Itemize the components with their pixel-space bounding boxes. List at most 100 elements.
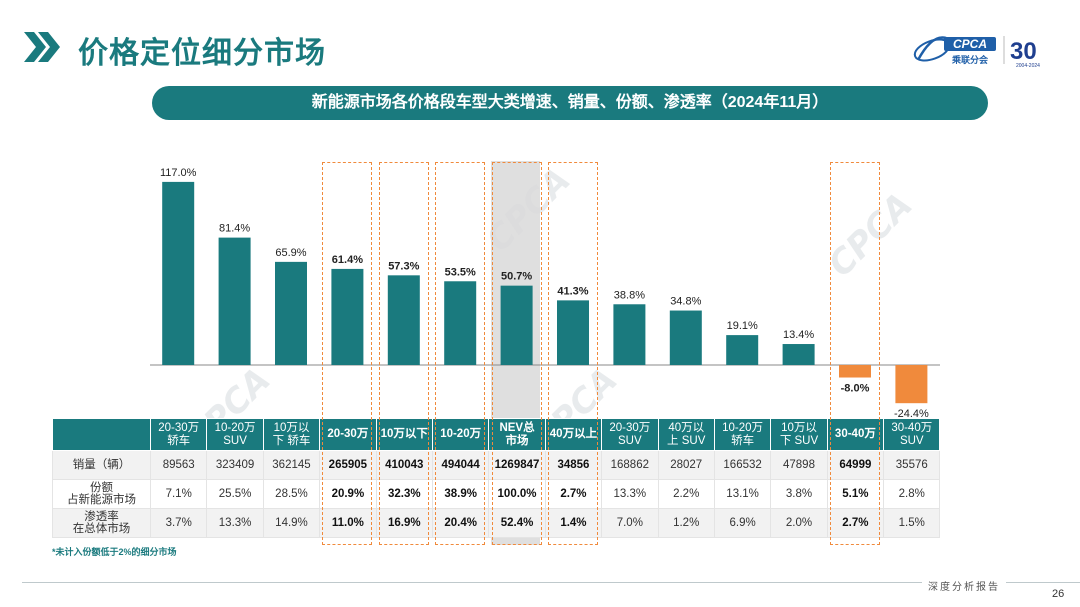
column-header: 10-20万 SUV xyxy=(206,418,264,451)
chevron-double-icon xyxy=(24,32,60,62)
table-cell: 52.4% xyxy=(488,508,546,538)
table-cell: 323409 xyxy=(206,450,264,480)
table-cell: 32.3% xyxy=(375,479,433,509)
table-cell: 410043 xyxy=(375,450,433,480)
table-cell: 11.0% xyxy=(319,508,377,538)
bar xyxy=(218,237,251,365)
bar xyxy=(895,365,928,404)
table-cell: 168862 xyxy=(601,450,659,480)
bar-value-label: 41.3% xyxy=(557,285,588,297)
highlight-box xyxy=(548,162,598,545)
bar-value-label: 65.9% xyxy=(275,247,306,259)
column-header: NEV总 市场 xyxy=(488,418,546,451)
table-cell: 64999 xyxy=(826,450,885,480)
table-cell: 6.9% xyxy=(713,508,772,538)
table-cell: 13.3% xyxy=(601,479,659,509)
bar xyxy=(782,344,815,365)
bar-value-label: -24.4% xyxy=(894,408,929,420)
bar xyxy=(726,335,759,365)
bar-value-label: 81.4% xyxy=(219,223,250,235)
bar xyxy=(444,281,477,365)
bar-value-label: -8.0% xyxy=(841,383,870,395)
table-cell: 5.1% xyxy=(826,479,885,509)
table-corner xyxy=(52,418,151,451)
highlight-box xyxy=(830,162,880,545)
table-cell: 2.0% xyxy=(770,508,828,538)
column-header: 10万以下 轿车 xyxy=(262,418,321,451)
segment-data-table: 20-30万 轿车 10-20万 SUV 10万以下 轿车 20-30万 10万以下 10-2… xyxy=(52,418,941,538)
row-label: 渗透率 在总体市场 xyxy=(52,508,151,538)
bar-value-label: 50.7% xyxy=(501,271,532,283)
bar-value-label: 57.3% xyxy=(388,260,419,272)
table-cell: 494044 xyxy=(431,450,490,480)
table-cell: 2.2% xyxy=(657,479,715,509)
table-cell: 14.9% xyxy=(262,508,321,538)
column-header: 40万以上 SUV xyxy=(657,418,715,451)
table-cell: 100.0% xyxy=(488,479,546,509)
column-header: 10万以下 SUV xyxy=(770,418,828,451)
table-cell: 3.8% xyxy=(770,479,828,509)
column-header: 20-30万 SUV xyxy=(601,418,659,451)
table-cell: 2.7% xyxy=(826,508,885,538)
table-cell: 25.5% xyxy=(206,479,264,509)
table-row: 销量（辆） 89563 323409 362145 265905 410043 494044… xyxy=(52,450,941,480)
footer-divider xyxy=(22,582,1080,583)
bar xyxy=(613,304,646,365)
page-title: 价格定位细分市场 xyxy=(78,37,326,70)
table-cell: 28.5% xyxy=(262,479,321,509)
table-cell: 3.7% xyxy=(149,508,208,538)
column-header: 10-20万 轿车 xyxy=(713,418,772,451)
bar xyxy=(839,365,871,378)
table-cell: 1.5% xyxy=(883,508,941,538)
bar-value-label: 61.4% xyxy=(332,254,363,266)
table-cell: 89563 xyxy=(149,450,208,480)
table-cell: 16.9% xyxy=(375,508,433,538)
cpca-logo: CPCA 乘联分会 30 2004-2024 xyxy=(913,36,1040,68)
table-row: 份额 占新能源市场 7.1% 25.5% 28.5% 20.9% 32.3% 38.9% 100… xyxy=(52,479,941,509)
footnote: *未计入份额低于2%的细分市场 xyxy=(52,547,177,557)
bar xyxy=(275,261,307,365)
row-label: 销量（辆） xyxy=(52,450,151,480)
page-number: 26 xyxy=(1052,588,1065,600)
bar-value-label: 53.5% xyxy=(445,266,476,278)
highlight-box xyxy=(378,162,429,545)
bar-value-label: 13.4% xyxy=(783,329,814,341)
column-header: 30-40万 SUV xyxy=(883,418,941,451)
table-cell: 35576 xyxy=(883,450,941,480)
row-label: 份额 占新能源市场 xyxy=(52,479,151,509)
table-cell: 166532 xyxy=(713,450,772,480)
table-cell: 7.0% xyxy=(601,508,659,538)
logo-anniversary: 30 xyxy=(1010,38,1037,65)
table-cell: 7.1% xyxy=(149,479,208,509)
footer-label: 深度分析报告 xyxy=(922,578,1006,593)
bar-value-label: 117.0% xyxy=(160,167,197,179)
highlight-box xyxy=(491,162,542,545)
table-cell: 1.2% xyxy=(657,508,715,538)
table-cell: 13.1% xyxy=(713,479,772,509)
table-cell: 1.4% xyxy=(544,508,603,538)
table-cell: 20.4% xyxy=(431,508,490,538)
bar-value-label: 34.8% xyxy=(670,296,701,308)
bar xyxy=(500,285,533,365)
column-header: 20-30万 轿车 xyxy=(149,418,208,451)
bar xyxy=(331,268,364,365)
bar-value-label: 38.8% xyxy=(614,289,645,301)
table-cell: 38.9% xyxy=(431,479,490,509)
logo-org: 乘联分会 xyxy=(951,54,989,66)
column-header: 20-30万 xyxy=(319,418,377,451)
table-cell: 13.3% xyxy=(206,508,264,538)
bar xyxy=(162,181,195,365)
table-cell: 1269847 xyxy=(488,450,546,480)
bar xyxy=(387,275,420,365)
logo-brand: CPCA xyxy=(953,37,987,51)
table-row: 渗透率 在总体市场 3.7% 13.3% 14.9% 11.0% 16.9% 20.4% 52.… xyxy=(52,508,941,538)
table-cell: 362145 xyxy=(262,450,321,480)
highlight-box xyxy=(322,162,373,545)
bar xyxy=(557,300,589,365)
bar xyxy=(669,310,702,365)
table-cell: 2.8% xyxy=(883,479,941,509)
column-header: 30-40万 xyxy=(826,418,885,451)
highlight-box xyxy=(435,162,486,545)
table-cell: 20.9% xyxy=(319,479,377,509)
logo-years: 2004-2024 xyxy=(1016,63,1040,68)
